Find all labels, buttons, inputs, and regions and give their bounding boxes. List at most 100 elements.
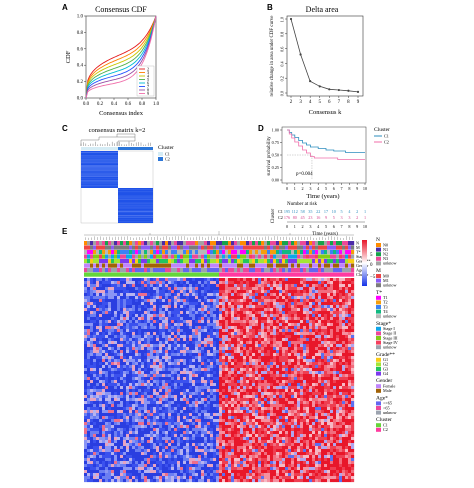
e-heat-cell: [186, 371, 190, 375]
e-heat-cell: [120, 434, 124, 438]
e-heat-cell: [198, 326, 202, 330]
e-heat-cell: [216, 317, 220, 321]
e-heat-cell: [195, 335, 199, 339]
e-heat-cell: [246, 413, 250, 417]
e-heat-cell: [126, 311, 130, 315]
e-annot-cell-n: [114, 241, 118, 246]
e-annot-cell-age: [255, 268, 259, 273]
e-heat-cell: [243, 350, 247, 354]
e-annot-cell-t: [279, 250, 283, 255]
e-heat-cell: [159, 434, 163, 438]
cdf-curve-k6: [85, 15, 157, 99]
e-heat-cell: [189, 458, 193, 462]
e-heat-cell: [225, 362, 229, 366]
e-heat-cell: [132, 347, 136, 351]
e-heat-cell: [201, 446, 205, 450]
e-heat-cell: [177, 326, 181, 330]
e-annot-cell-cluster: [189, 272, 193, 277]
d-xtick-label: 0: [286, 186, 288, 191]
e-annot-cell-age: [297, 268, 301, 273]
e-heat-cell: [147, 362, 151, 366]
e-heat-cell: [216, 281, 220, 285]
e-heat-cell: [225, 440, 229, 444]
e-heat-cell: [105, 305, 109, 309]
e-heat-cell: [93, 410, 97, 414]
e-heat-cell: [213, 401, 217, 405]
e-heat-cell: [168, 341, 172, 345]
e-heat-cell: [228, 461, 232, 465]
e-heat-cell: [90, 383, 94, 387]
e-annot-cell-n: [198, 241, 202, 246]
e-heat-cell: [177, 473, 181, 477]
e-heat-cell: [126, 314, 130, 318]
e-heat-cell: [252, 434, 256, 438]
e-heat-cell: [231, 413, 235, 417]
e-heat-cell: [168, 299, 172, 303]
e-heat-cell: [198, 404, 202, 408]
e-heat-cell: [84, 314, 88, 318]
e-heat-cell: [192, 392, 196, 396]
e-annot-cell-stage: [207, 254, 211, 259]
e-heat-cell: [141, 419, 145, 423]
e-heat-cell: [174, 440, 178, 444]
e-heat-cell: [90, 389, 94, 393]
e-heat-cell: [120, 479, 124, 483]
e-heat-cell: [135, 377, 139, 381]
e-heat-cell: [231, 410, 235, 414]
e-heat-cell: [198, 368, 202, 372]
e-heat-cell: [222, 341, 226, 345]
e-heat-cell: [108, 365, 112, 369]
e-annot-cell-age: [300, 268, 304, 273]
e-heat-cell: [102, 464, 106, 468]
e-heat-cell: [180, 425, 184, 429]
e-annot-cell-m: [192, 245, 196, 250]
e-heat-cell: [111, 341, 115, 345]
e-heat-cell: [228, 470, 232, 474]
e-heat-cell: [189, 476, 193, 480]
risk-c2-value: 2: [356, 215, 358, 220]
e-heat-cell: [132, 389, 136, 393]
e-heat-cell: [111, 476, 115, 480]
e-heat-cell: [249, 371, 253, 375]
e-heat-cell: [120, 326, 124, 330]
e-heat-cell: [99, 278, 103, 282]
e-annot-cell-t: [210, 250, 214, 255]
e-heat-cell: [138, 287, 142, 291]
e-heat-cell: [123, 287, 127, 291]
e-heat-cell: [171, 425, 175, 429]
e-heat-cell: [198, 311, 202, 315]
e-heat-cell: [147, 398, 151, 402]
e-heat-cell: [204, 437, 208, 441]
e-heat-cell: [186, 431, 190, 435]
e-heat-cell: [135, 452, 139, 456]
e-heat-cell: [90, 386, 94, 390]
e-heat-cell: [216, 332, 220, 336]
e-annot-cell-n: [351, 241, 355, 246]
e-heat-cell: [156, 452, 160, 456]
e-heat-cell: [225, 422, 229, 426]
e-heat-cell: [90, 329, 94, 333]
e-heat-cell: [222, 425, 226, 429]
e-annot-cell-t: [114, 250, 118, 255]
e-heat-cell: [141, 395, 145, 399]
e-heat-cell: [144, 317, 148, 321]
e-annot-cell-cluster: [150, 272, 154, 277]
e-heat-cell: [135, 320, 139, 324]
e-heat-cell: [186, 461, 190, 465]
e-heat-cell: [147, 449, 151, 453]
e-heat-cell: [204, 308, 208, 312]
e-heat-cell: [228, 344, 232, 348]
e-heat-cell: [111, 362, 115, 366]
e-heat-cell: [159, 290, 163, 294]
e-heat-cell: [171, 308, 175, 312]
e-heat-cell: [162, 449, 166, 453]
e-heat-cell: [234, 359, 238, 363]
e-heat-cell: [204, 293, 208, 297]
e-heat-cell: [135, 332, 139, 336]
e-heat-cell: [237, 425, 241, 429]
e-heat-cell: [99, 359, 103, 363]
e-heat-cell: [96, 434, 100, 438]
e-annot-cell-gender: [177, 263, 181, 268]
e-heat-cell: [234, 386, 238, 390]
e-heat-cell: [213, 425, 217, 429]
